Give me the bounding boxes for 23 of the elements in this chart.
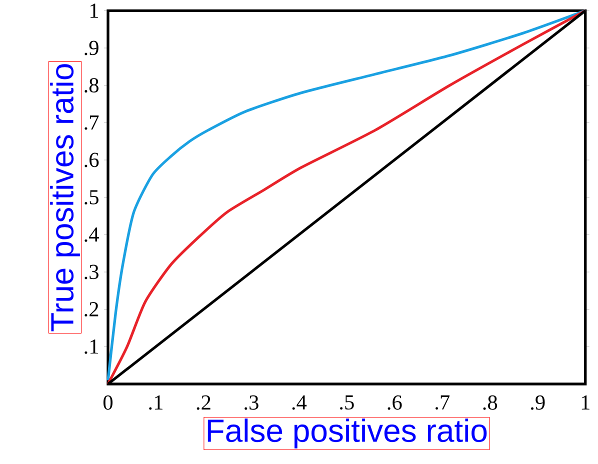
x-tick-label: .4 xyxy=(292,395,307,410)
y-tick-label: .1 xyxy=(84,339,98,354)
x-tick-label: .9 xyxy=(531,395,545,410)
y-tick-label: .8 xyxy=(84,78,98,93)
y-tick-label: .5 xyxy=(84,190,98,204)
x-tick-label: .7 xyxy=(436,395,450,410)
x-tick-label: .6 xyxy=(388,395,402,410)
x-tick-label: .3 xyxy=(244,395,258,410)
y-tick-label: .7 xyxy=(84,116,99,130)
x-tick-label: .1 xyxy=(149,395,162,410)
y-tick-label: .2 xyxy=(84,302,98,317)
y-tick-label: .4 xyxy=(84,228,99,242)
y-tick-label: 1 xyxy=(90,4,98,18)
x-axis-title: False positives ratio xyxy=(208,418,487,448)
x-tick-label: 1 xyxy=(582,395,590,410)
x-tick-label: .5 xyxy=(340,395,354,410)
y-axis-title: True positives ratio xyxy=(50,64,80,332)
y-tick-label: .3 xyxy=(84,264,98,280)
x-tick-label: .8 xyxy=(483,395,498,410)
y-tick-label: .9 xyxy=(84,40,98,56)
x-tick-label: 0 xyxy=(103,395,113,410)
x-tick-label: .2 xyxy=(196,395,210,410)
y-tick-label: .6 xyxy=(84,152,99,168)
